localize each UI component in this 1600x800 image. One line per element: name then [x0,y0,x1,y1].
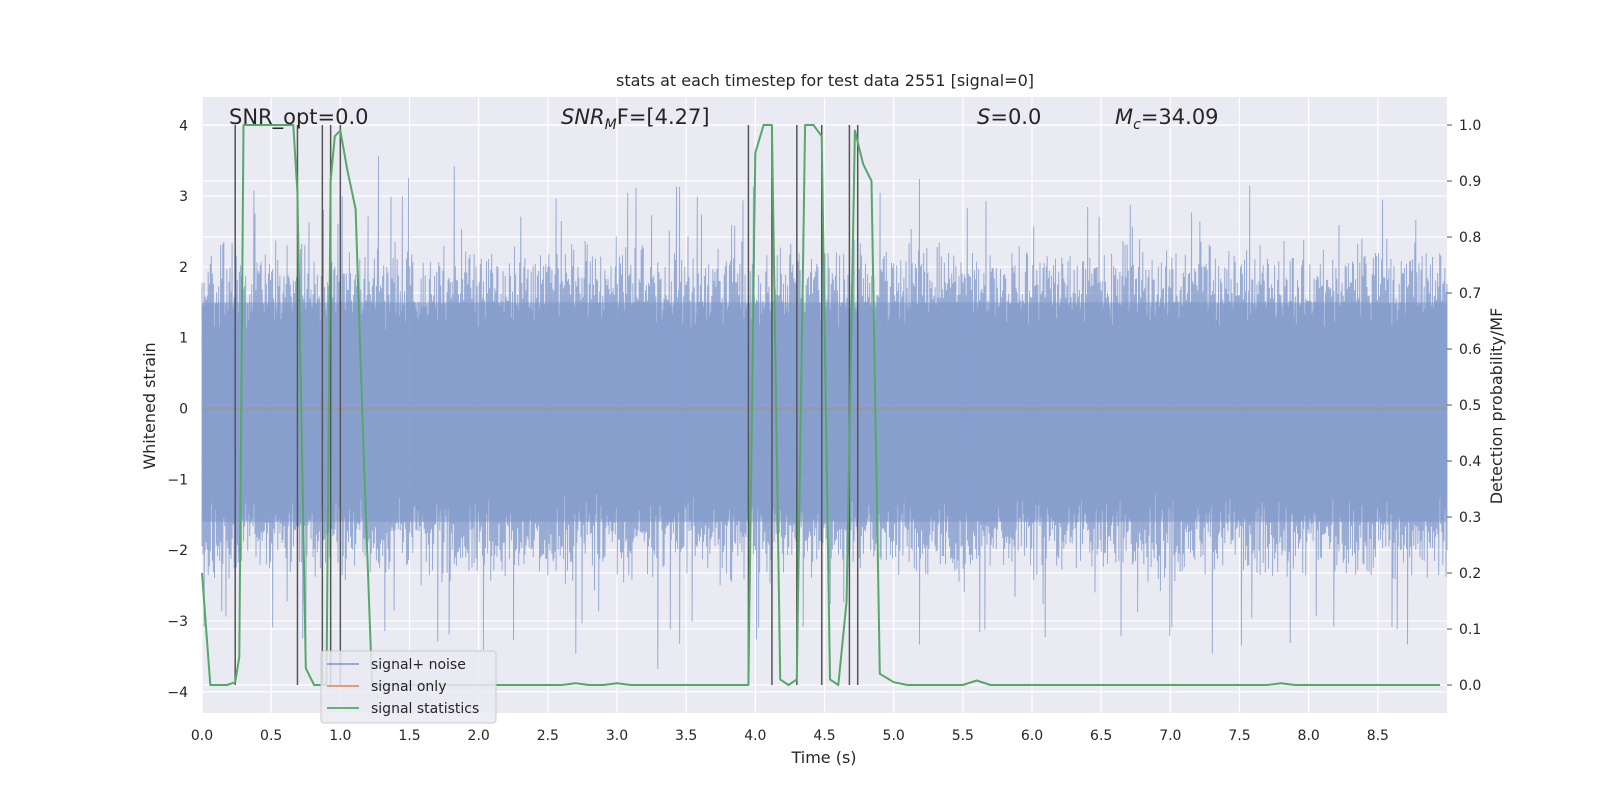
y-left-tick-label: 2 [179,260,188,276]
x-tick-label: 0.0 [191,728,213,744]
noise-line [201,156,1448,670]
x-tick-label: 3.0 [606,728,628,744]
y-right-tick-label: 0.9 [1459,174,1481,190]
s-rest: =0.0 [990,105,1041,129]
y-right-tick-label: 0.6 [1459,342,1481,358]
signal-statistics-series [201,124,1441,686]
mc-sub: c [1133,117,1141,133]
annotation-mc: Mc=34.09 [1115,105,1219,133]
annotation-s: S=0.0 [977,105,1041,129]
legend-entry-noise: signal+ noise [371,657,466,673]
y-right-tick-label: 0.4 [1459,454,1481,470]
x-tick-label: 4.5 [813,728,835,744]
snr-mf-base: SNR [561,105,605,129]
y-left-tick-label: 1 [179,331,188,347]
y-right-tick-label: 0.0 [1459,678,1481,694]
x-tick-label: 1.0 [329,728,351,744]
x-tick-label: 2.0 [468,728,490,744]
y-right-tick-label: 1.0 [1459,118,1481,134]
x-tick-label: 4.0 [744,728,766,744]
statistics-line [201,124,1441,686]
snr-mf-rest: F=[4.27] [617,105,710,129]
s-base: S [977,105,990,129]
x-tick-label: 6.0 [1021,728,1043,744]
y-left-tick-label: −1 [167,472,188,488]
y-left-axis-label: Whitened strain [140,342,159,469]
y-left-tick-label: 4 [179,118,188,134]
y-right-tick-labels: 0.0 0.1 0.2 0.3 0.4 0.5 0.6 0.7 0.8 0.9 1.0 [1447,118,1481,694]
y-left-tick-label: −3 [167,614,188,630]
y-left-tick-labels: −4 −3 −2 −1 0 1 2 3 4 [167,118,188,700]
x-tick-label: 8.0 [1298,728,1320,744]
annotation-snr-mf: SNRMF=[4.27] [561,105,710,133]
x-tick-label: 1.5 [398,728,420,744]
y-right-axis-label: Detection probability/MF [1487,308,1506,505]
y-right-tick-label: 0.3 [1459,510,1481,526]
legend-box [320,650,497,724]
x-tick-label: 7.5 [1228,728,1250,744]
x-tick-labels: 0.0 0.5 1.0 1.5 2.0 2.5 3.0 3.5 4.0 4.5 5.0 5.5 6.0 6… [191,728,1389,744]
y-left-tick-label: −2 [167,543,188,559]
chart-title: stats at each timestep for test data 255… [616,71,1034,90]
y-right-tick-label: 0.8 [1459,230,1481,246]
mc-rest: =34.09 [1141,105,1219,129]
x-tick-label: 6.5 [1090,728,1112,744]
y-right-tick-label: 0.5 [1459,398,1481,414]
y-right-tick-label: 0.2 [1459,566,1481,582]
x-axis-label: Time (s) [790,748,856,767]
y-right-tick-label: 0.7 [1459,286,1481,302]
y-left-tick-label: 0 [179,402,188,418]
snr-mf-sub: M [605,117,617,133]
y-right-tick-label: 0.1 [1459,622,1481,638]
annotation-snr-opt: SNR_opt=0.0 [229,105,369,130]
x-tick-label: 2.5 [537,728,559,744]
x-tick-label: 7.0 [1159,728,1181,744]
legend-entry-statistics: signal statistics [371,701,479,717]
legend: signal+ noise signal only signal statist… [320,650,497,724]
x-tick-label: 5.5 [952,728,974,744]
legend-entry-signal-only: signal only [371,679,446,695]
x-tick-label: 8.5 [1367,728,1389,744]
y-left-tick-label: 3 [179,189,188,205]
y-left-tick-label: −4 [167,685,188,701]
x-tick-label: 5.0 [883,728,905,744]
x-tick-label: 0.5 [260,728,282,744]
mc-base: M [1115,105,1133,129]
x-tick-label: 3.5 [675,728,697,744]
